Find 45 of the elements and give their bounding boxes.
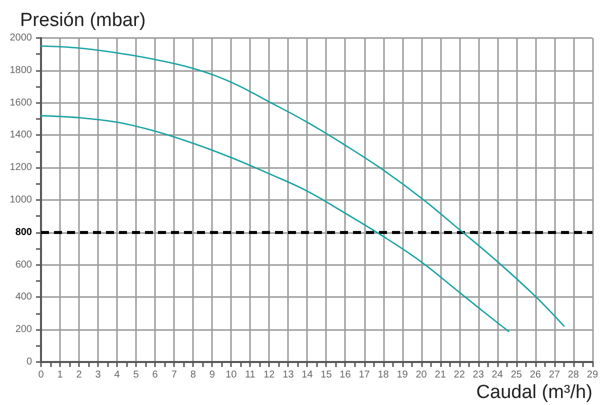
y-tick-label: 400 [15, 292, 32, 303]
x-tick-label: 1 [57, 370, 64, 380]
y-tick-label: 0 [26, 356, 32, 368]
x-tick-label: 20 [416, 370, 428, 380]
x-tick-label: 16 [340, 370, 352, 380]
x-tick-label: 22 [454, 370, 466, 380]
x-tick-label: 0 [38, 370, 44, 380]
x-tick-label: 5 [133, 370, 140, 380]
x-tick-label: 19 [396, 370, 408, 380]
y-axis-title: Presión (mbar) [20, 10, 146, 31]
x-tick-label: 15 [320, 370, 332, 380]
line-series [40, 115, 510, 332]
x-tick-label: 17 [358, 370, 370, 380]
line-series [40, 45, 565, 327]
y-tick-label: 800 [15, 226, 32, 238]
x-tick-label: 26 [530, 370, 542, 380]
x-tick-label: 18 [378, 370, 390, 380]
y-tick-label: 200 [15, 324, 32, 336]
x-tick-label: 12 [264, 370, 276, 380]
x-axis-title: Caudal (m³/h) [476, 382, 592, 403]
x-tick-label: 6 [152, 370, 158, 380]
x-tick-label: 4 [114, 370, 120, 380]
x-tick-label: 3 [95, 370, 102, 380]
y-tick-label: 1800 [10, 64, 32, 76]
x-tick-label: 24 [492, 370, 504, 380]
x-tick-label: 7 [171, 370, 178, 380]
y-tick-label: 2000 [10, 32, 32, 44]
x-tick-label: 23 [472, 370, 484, 380]
x-tick-label: 11 [244, 370, 256, 380]
x-tick-label: 8 [190, 370, 196, 380]
x-tick-label: 10 [226, 370, 238, 380]
x-tick-label: 28 [568, 370, 580, 380]
x-tick-label: 21 [434, 370, 446, 380]
y-tick-label: 1400 [10, 130, 32, 141]
y-tick-label: 600 [15, 259, 32, 270]
y-tick-label: 1600 [10, 97, 32, 108]
y-tick-label: 1200 [10, 162, 32, 174]
x-tick-label: 2 [76, 370, 82, 380]
x-tick-label: 29 [586, 370, 598, 380]
x-tick-label: 13 [282, 370, 294, 380]
x-tick-label: 14 [302, 370, 314, 380]
x-tick-label: 25 [510, 370, 522, 380]
x-tick-label: 9 [209, 370, 216, 380]
y-tick-label: 1000 [10, 194, 32, 206]
x-tick-label: 27 [548, 370, 560, 380]
